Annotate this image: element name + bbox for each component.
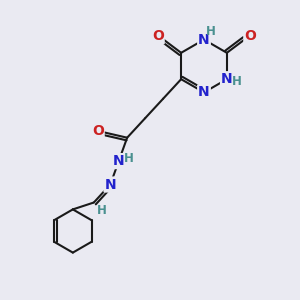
Text: N: N bbox=[104, 178, 116, 191]
Text: O: O bbox=[152, 29, 164, 43]
Text: N: N bbox=[198, 33, 210, 46]
Text: N: N bbox=[198, 85, 210, 99]
Text: H: H bbox=[96, 204, 106, 218]
Text: O: O bbox=[92, 124, 104, 138]
Text: N: N bbox=[221, 72, 233, 86]
Text: H: H bbox=[232, 75, 242, 88]
Text: N: N bbox=[113, 154, 124, 168]
Text: H: H bbox=[206, 25, 215, 38]
Text: O: O bbox=[244, 29, 256, 43]
Text: H: H bbox=[123, 152, 133, 165]
